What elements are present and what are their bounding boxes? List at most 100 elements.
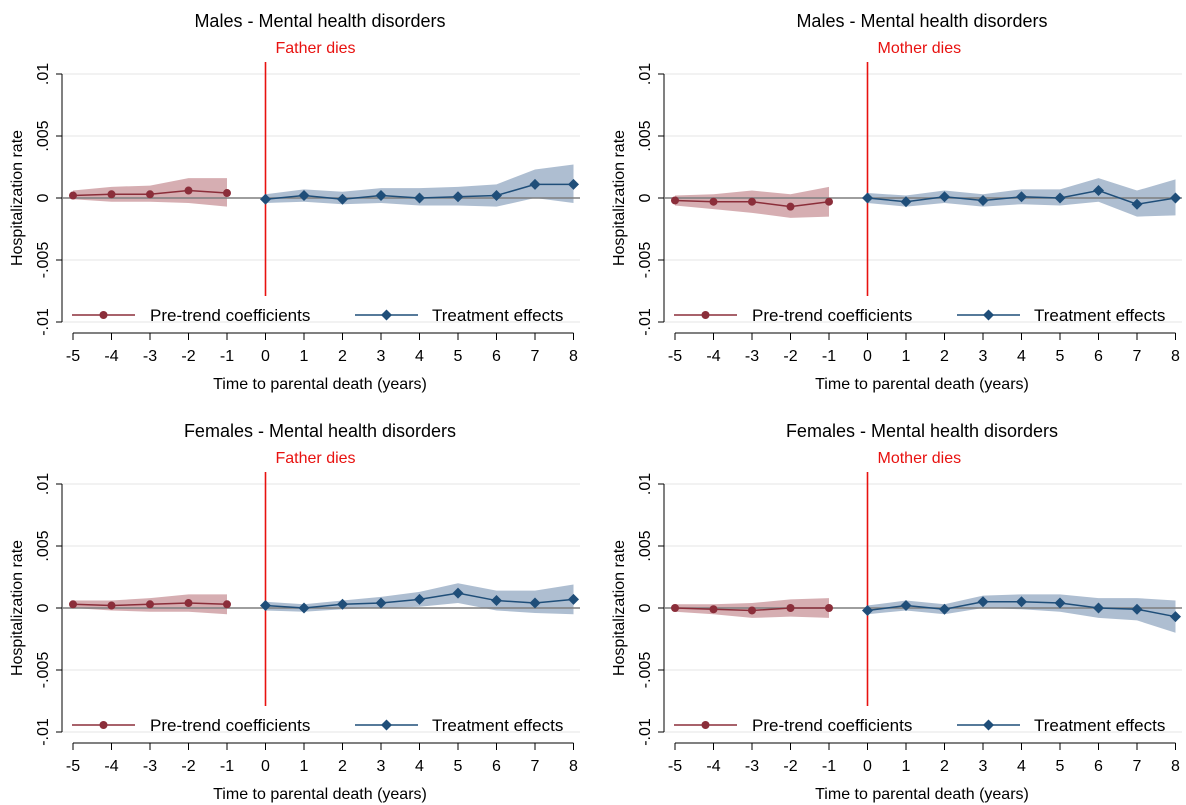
x-tick-label: -3 [745,758,759,775]
y-tick-label: -.005 [35,652,52,689]
legend: Pre-trend coefficients Treatment effects [674,716,1165,735]
y-tick-label: 0 [637,603,654,612]
y-tick-label: -.01 [35,308,52,336]
data-point-pretrend [223,189,231,198]
data-point-pretrend [146,190,154,199]
x-tick-label: 5 [454,348,463,365]
y-tick-label: .005 [35,530,52,561]
chart-panel-4: Females - Mental health disorders Mother … [611,421,1182,803]
data-point-pretrend [184,186,193,195]
y-tick-label: -.005 [637,652,654,689]
x-tick-label: -5 [668,348,682,365]
data-point-treatment [1170,611,1181,623]
x-tick-label: -3 [143,348,157,365]
y-axis-title: Hospitalization rate [9,540,26,676]
data-point-pretrend [825,604,833,612]
data-point-treatment [337,598,348,610]
data-point-treatment [1170,192,1181,204]
x-axis-title: Time to parental death (years) [815,376,1029,393]
data-point-treatment [452,191,464,203]
x-tick-label: 3 [979,758,988,775]
x-tick-label: 5 [454,758,463,775]
chart-panel-3: Females - Mental health disorders Father … [9,421,580,803]
x-tick-label: 6 [1094,348,1103,365]
x-axis: -5 -4 -3 -2 -1 0 1 2 3 4 5 6 7 8 [66,332,578,365]
legend-label: Treatment effects [432,716,563,735]
legend-label: Pre-trend coefficients [752,716,912,735]
x-tick-label: 7 [1133,348,1142,365]
y-tick-label: .01 [637,473,654,495]
x-tick-label: 0 [863,348,872,365]
x-tick-label: -4 [706,348,720,365]
data-point-pretrend [184,599,193,608]
x-tick-label: 8 [569,348,578,365]
y-tick-label: .01 [637,63,654,85]
data-point-treatment [862,192,873,204]
x-tick-label: 6 [492,758,501,775]
data-point-treatment [1131,603,1143,615]
data-point-pretrend [748,197,756,206]
data-point-treatment [1093,185,1104,197]
event-label: Mother dies [878,450,962,467]
x-tick-label: 1 [902,348,911,365]
legend-label: Pre-trend coefficients [150,306,310,325]
event-label: Mother dies [878,40,962,57]
x-tick-label: 8 [1171,758,1180,775]
x-tick-label: 1 [300,348,309,365]
data-point-treatment [900,196,912,208]
data-point-pretrend [671,604,679,612]
y-tick-label: -.005 [35,242,52,279]
chart-title: Males - Mental health disorders [194,11,445,31]
x-axis-title: Time to parental death (years) [213,376,427,393]
x-tick-label: 6 [492,348,501,365]
data-point-pretrend [69,600,77,609]
x-tick-label: -1 [220,758,234,775]
data-point-treatment [337,193,348,205]
x-tick-label: 6 [1094,758,1103,775]
x-tick-label: 0 [863,758,872,775]
x-tick-label: -2 [181,348,195,365]
data-point-treatment [298,602,310,614]
data-point-treatment [1054,192,1066,204]
x-axis-title: Time to parental death (years) [213,786,427,803]
data-point-pretrend [107,190,116,199]
x-tick-label: 4 [415,348,424,365]
data-point-treatment [1131,198,1143,210]
x-tick-label: 7 [531,758,540,775]
x-tick-label: 8 [569,758,578,775]
data-point-pretrend [748,606,756,615]
legend-marker [99,311,108,319]
x-tick-label: -5 [668,758,682,775]
x-tick-label: -4 [104,348,118,365]
data-point-treatment [375,597,387,609]
data-point-treatment [529,597,541,609]
data-point-treatment [260,193,271,205]
y-tick-label: 0 [637,193,654,202]
x-axis-title: Time to parental death (years) [815,786,1029,803]
legend-marker [701,721,710,729]
data-point-pretrend [107,601,116,610]
legend-label: Treatment effects [432,306,563,325]
data-point-treatment [375,190,387,202]
data-point-treatment [568,593,579,605]
legend-marker [381,309,392,321]
legend-marker [99,721,108,729]
x-tick-label: -3 [143,758,157,775]
data-point-pretrend [671,196,679,205]
legend-marker [381,719,392,731]
x-tick-label: 2 [940,348,949,365]
y-tick-label: -.01 [637,718,654,746]
x-axis: -5 -4 -3 -2 -1 0 1 2 3 4 5 6 7 8 [66,742,578,775]
y-axis: .01 .005 0 -.005 -.01 [35,63,63,336]
data-point-treatment [939,191,950,203]
data-point-treatment [1054,597,1066,609]
x-tick-label: 2 [338,758,347,775]
x-tick-label: 3 [979,348,988,365]
y-axis-title: Hospitalization rate [611,130,628,266]
event-label: Father dies [276,40,356,57]
x-tick-label: 3 [377,758,386,775]
legend: Pre-trend coefficients Treatment effects [674,306,1165,325]
y-axis: .01 .005 0 -.005 -.01 [637,63,665,336]
y-tick-label: .005 [637,530,654,561]
legend-label: Pre-trend coefficients [752,306,912,325]
